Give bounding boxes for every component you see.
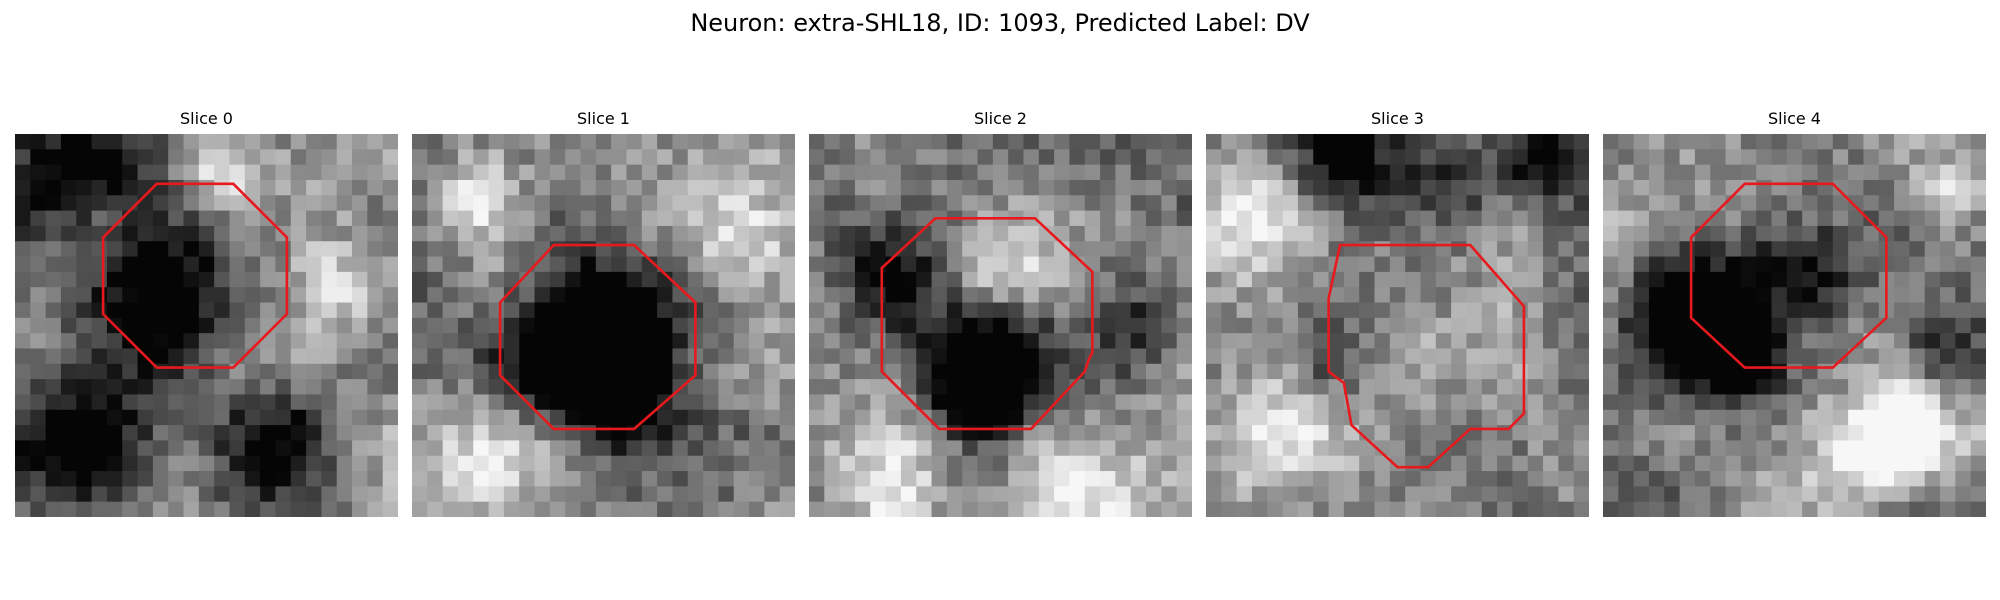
slice-title: Slice 4 xyxy=(1768,109,1821,128)
neuron-contour xyxy=(101,182,289,369)
slice-image xyxy=(15,134,398,517)
slice-title: Slice 1 xyxy=(577,109,630,128)
neuron-contour xyxy=(1689,182,1888,369)
slice-image xyxy=(412,134,795,517)
slice-title: Slice 2 xyxy=(974,109,1027,128)
figure-title: Neuron: extra-SHL18, ID: 1093, Predicted… xyxy=(690,9,1310,37)
slice-image xyxy=(1206,134,1589,517)
neuron-contour xyxy=(498,243,697,431)
neuron-contour xyxy=(1327,243,1526,469)
slice-title: Slice 0 xyxy=(180,109,233,128)
slice-title: Slice 3 xyxy=(1371,109,1424,128)
neuron-contour xyxy=(880,217,1094,431)
slice-image xyxy=(809,134,1192,517)
slice-image xyxy=(1603,134,1986,517)
